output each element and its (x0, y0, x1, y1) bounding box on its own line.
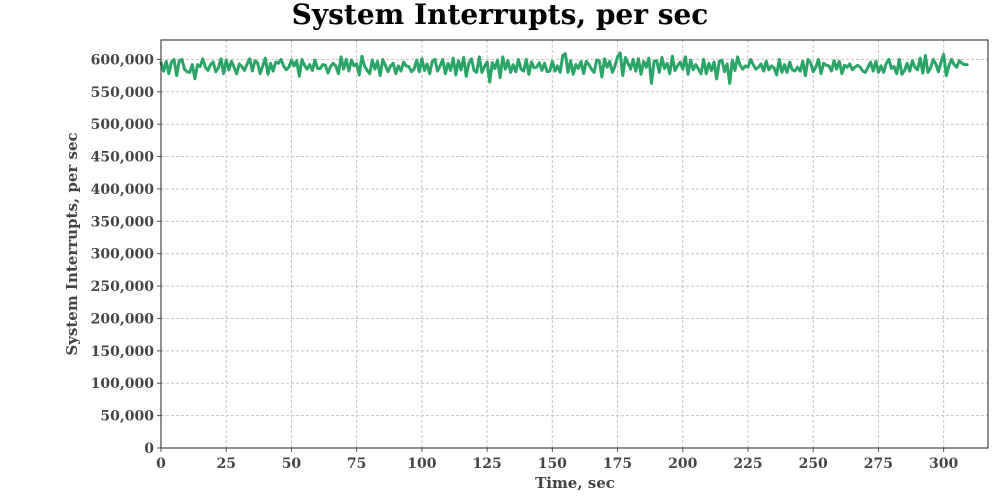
x-tick-label: 25 (216, 456, 235, 472)
x-tick-label: 200 (668, 456, 697, 472)
y-tick-label: 400,000 (91, 182, 155, 198)
y-tick-label: 0 (144, 441, 154, 457)
x-tick-label: 250 (799, 456, 828, 472)
plot-border (160, 39, 989, 449)
x-tick-label: 175 (603, 456, 632, 472)
y-tick-label: 200,000 (91, 311, 155, 327)
y-tick-label: 50,000 (100, 409, 154, 425)
y-tick-label: 600,000 (91, 52, 155, 68)
y-tick-label: 100,000 (91, 376, 155, 392)
x-axis-title: Time, sec (535, 474, 615, 492)
series-line (159, 51, 969, 85)
x-tick-label: 150 (538, 456, 567, 472)
y-tick-label: 550,000 (91, 85, 155, 101)
y-tick-label: 500,000 (91, 117, 155, 133)
y-tick-label: 450,000 (91, 150, 155, 166)
y-axis-title: System Interrupts, per sec (63, 132, 81, 355)
grid-layer (161, 40, 988, 448)
chart-title: System Interrupts, per sec (291, 0, 709, 31)
tick-layer: 0 50,000 100,000 150,000 200,000 250,000 300,0… (91, 52, 959, 472)
x-tick-label: 300 (929, 456, 958, 472)
x-tick-label: 75 (347, 456, 366, 472)
series-layer (159, 51, 969, 85)
x-tick-label: 225 (733, 456, 762, 472)
y-tick-label: 150,000 (91, 344, 155, 360)
y-tick-label: 350,000 (91, 214, 155, 230)
x-tick-label: 50 (282, 456, 302, 472)
x-tick-label: 100 (407, 456, 436, 472)
x-tick-label: 0 (156, 456, 166, 472)
y-tick-label: 300,000 (91, 247, 155, 263)
x-tick-label: 125 (472, 456, 501, 472)
y-tick-label: 250,000 (91, 279, 155, 295)
x-tick-label: 275 (864, 456, 893, 472)
